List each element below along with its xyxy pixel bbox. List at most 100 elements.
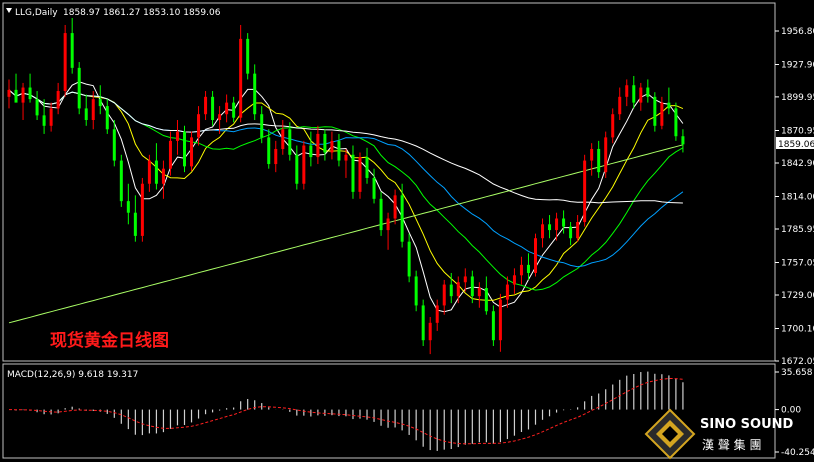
candle bbox=[91, 91, 95, 130]
candle bbox=[463, 268, 467, 292]
candle bbox=[519, 256, 523, 285]
candle bbox=[365, 147, 369, 184]
candle bbox=[421, 299, 425, 346]
candle bbox=[309, 131, 313, 167]
candle bbox=[428, 317, 432, 355]
candle bbox=[653, 92, 657, 132]
candle bbox=[302, 140, 306, 190]
candle bbox=[49, 102, 53, 132]
price-tick-label: 1814.00 bbox=[781, 192, 814, 202]
last-price-tag: 1859.06 bbox=[778, 140, 814, 150]
ma-20-line bbox=[8, 89, 684, 291]
candle bbox=[168, 131, 172, 176]
price-tick-label: 1870.95 bbox=[781, 126, 814, 136]
candle bbox=[35, 91, 39, 121]
candle bbox=[344, 148, 348, 178]
candle bbox=[625, 79, 629, 107]
symbol-label: LLG,Daily bbox=[15, 8, 58, 18]
price-tick-label: 1899.95 bbox=[781, 93, 814, 103]
candle bbox=[239, 24, 243, 123]
candle bbox=[28, 73, 32, 103]
candle bbox=[154, 143, 158, 190]
candle bbox=[414, 270, 418, 312]
candle bbox=[105, 99, 109, 134]
moving-average-lines bbox=[8, 81, 684, 324]
candle bbox=[470, 270, 474, 304]
candle bbox=[674, 102, 678, 141]
candle bbox=[611, 108, 615, 144]
candle bbox=[7, 79, 11, 109]
candle bbox=[316, 125, 320, 165]
diamond-logo-icon bbox=[644, 408, 696, 460]
candle bbox=[562, 210, 566, 234]
candle bbox=[372, 168, 376, 204]
candle bbox=[541, 218, 545, 248]
candle bbox=[590, 143, 594, 176]
candle bbox=[323, 129, 327, 161]
price-tick-label: 1672.05 bbox=[781, 357, 814, 367]
candle bbox=[281, 120, 285, 155]
candle bbox=[197, 106, 201, 146]
candle bbox=[526, 253, 530, 280]
candle bbox=[98, 85, 102, 115]
price-tick-label: 1927.90 bbox=[781, 60, 814, 70]
candle bbox=[253, 64, 257, 121]
candle bbox=[21, 82, 25, 121]
candles bbox=[7, 18, 685, 355]
candle bbox=[112, 120, 116, 167]
candle bbox=[393, 189, 397, 225]
candle bbox=[77, 62, 81, 115]
candle bbox=[400, 183, 404, 248]
candle bbox=[498, 293, 502, 352]
macd-tick-label: 0.00 bbox=[781, 406, 801, 416]
candle bbox=[632, 75, 636, 109]
candle bbox=[119, 154, 123, 207]
candle bbox=[505, 276, 509, 308]
price-tick-label: 1842.90 bbox=[781, 159, 814, 169]
ma-10-line bbox=[8, 89, 684, 301]
candle bbox=[660, 96, 664, 130]
candle bbox=[147, 154, 151, 192]
candle bbox=[379, 191, 383, 236]
macd-tick-label: -40.254 bbox=[781, 448, 814, 458]
price-axis: 1956.80 1927.90 1899.95 1870.95 1842.90 1814.… bbox=[775, 27, 814, 367]
macd-panel-border bbox=[2, 363, 776, 459]
candle bbox=[211, 91, 215, 126]
candle bbox=[512, 268, 516, 294]
logo-text-en: SINO SOUND bbox=[700, 417, 794, 432]
candle bbox=[56, 82, 60, 115]
price-tick-label: 1785.95 bbox=[781, 225, 814, 235]
candle bbox=[267, 129, 271, 169]
candle bbox=[260, 106, 264, 144]
candle bbox=[140, 177, 144, 242]
sino-sound-logo: SINO SOUND 漢 聲 集 團 bbox=[644, 408, 794, 460]
ma-60-line bbox=[8, 89, 683, 204]
candle bbox=[246, 33, 250, 80]
candle bbox=[330, 131, 334, 160]
candle bbox=[555, 212, 559, 241]
candle bbox=[442, 279, 446, 315]
macd-axis: 35.658 0.00 -40.254 bbox=[775, 368, 814, 458]
candle bbox=[225, 94, 229, 123]
symbol-marker-icon bbox=[6, 8, 12, 13]
candle bbox=[14, 73, 18, 103]
candle bbox=[133, 195, 137, 242]
candle bbox=[218, 106, 222, 134]
candle bbox=[232, 96, 236, 123]
candle bbox=[337, 133, 341, 167]
candle bbox=[576, 215, 580, 242]
macd-indicator bbox=[8, 371, 684, 451]
candle bbox=[435, 299, 439, 331]
price-tick-label: 1956.80 bbox=[781, 27, 814, 37]
candle bbox=[449, 272, 453, 304]
candle bbox=[618, 87, 622, 121]
chart-annotation: 现货黄金日线图 bbox=[50, 330, 169, 351]
candle bbox=[477, 282, 481, 308]
candle bbox=[569, 221, 573, 246]
candle bbox=[288, 122, 292, 161]
candle bbox=[351, 145, 355, 199]
logo-text-cn: 漢 聲 集 團 bbox=[702, 437, 761, 452]
candle bbox=[681, 129, 685, 153]
candle bbox=[583, 154, 587, 227]
